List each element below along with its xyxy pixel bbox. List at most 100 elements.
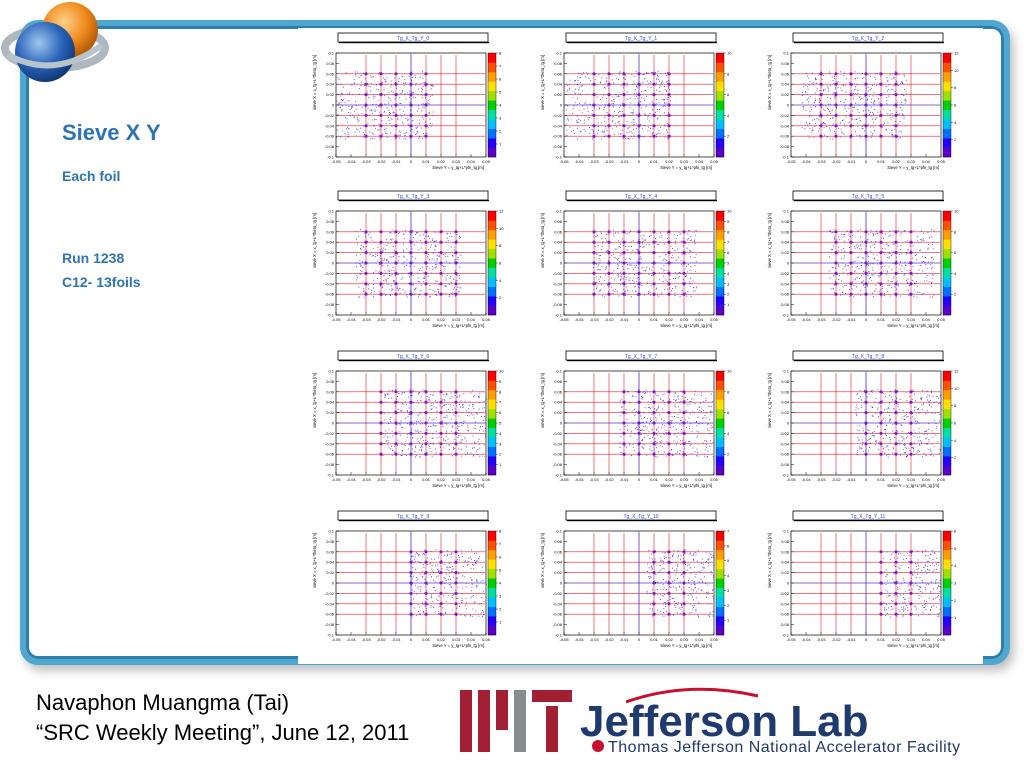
sieve-hole-cluster [454,581,458,585]
sieve-hole-cluster [652,400,656,404]
y-tick-label: -0.1 [782,473,790,478]
z-tick-label: 2 [954,292,957,297]
y-tick-label: -0.06 [780,134,790,139]
sieve-hole-cluster [682,240,686,244]
sieve-hole-cluster [834,103,838,107]
sieve-hole-cluster [394,93,398,97]
sieve-hole-cluster [424,591,428,595]
plot-title: Tg_X_Tg_Y_7 [625,354,657,360]
sieve-plot-svg: Tg_X_Tg_Y_4 0.1 0.08 0.06 0.04 0.02 0 -0.02 -0.0… [540,190,732,328]
zaxis-color-band [488,128,496,139]
jlab-full-name: Thomas Jefferson National Accelerator Fa… [608,739,961,756]
y-tick-label: 0.02 [781,250,790,255]
sieve-hole-cluster [879,124,883,128]
sieve-hole-cluster [364,292,368,296]
sieve-hole-cluster [454,571,458,575]
sieve-hole-cluster [637,411,641,415]
z-tick-label: 1 [954,615,957,620]
zaxis-color-band [716,578,724,589]
sieve-hole-cluster [394,113,398,117]
y-tick-label: 0.1 [556,209,562,214]
x-tick-label: -0.02 [604,637,614,642]
zaxis-color-band [488,549,496,560]
sieve-hole-cluster [592,124,596,128]
z-tick-label: 12 [499,209,504,214]
y-tick-label: -0.06 [780,452,790,457]
sieve-plot-panel: Tg_X_Tg_Y_8 0.1 0.08 0.06 0.04 0.02 0 -0.02 -0.0… [753,346,981,504]
sieve-hole-cluster [622,442,626,446]
x-tick-label: 0 [638,477,641,482]
sieve-hole-cluster [667,72,671,76]
sieve-hole-cluster [909,400,913,404]
sieve-hole-cluster [909,240,913,244]
sieve-hole-cluster [394,421,398,425]
y-tick-label: 0.06 [326,549,335,554]
sieve-hole-cluster [652,390,656,394]
y-tick-label: -0.04 [553,601,563,606]
sieve-hole-cluster [394,411,398,415]
x-tick-label: -0.05 [331,159,341,164]
scatter-points [646,549,715,618]
x-tick-label: 0 [638,317,641,322]
sieve-hole-cluster [667,550,671,554]
sieve-hole-cluster [364,103,368,107]
sieve-hole-cluster [424,421,428,425]
x-tick-label: 0.04 [467,159,476,164]
sieve-hole-cluster [439,421,443,425]
z-tick-label: 1 [499,142,502,147]
sieve-hole-cluster [637,240,641,244]
sieve-hole-cluster [409,282,413,286]
sieve-hole-cluster [394,292,398,296]
x-axis-label: Sieve Y = y_tg+L*phi_tg [m] [887,165,939,170]
sieve-hole-cluster [454,251,458,255]
sieve-hole-cluster [622,134,626,138]
sieve-hole-cluster [409,452,413,456]
sieve-hole-cluster [637,390,641,394]
sieve-hole-cluster [667,271,671,275]
sieve-plot-svg: Tg_X_Tg_Y_11 0.1 0.08 0.06 0.04 0.02 0 -0.02 -0.… [767,510,957,648]
sieve-hole-cluster [894,591,898,595]
z-tick-label: 3 [727,588,730,593]
zaxis-color-band [716,587,724,598]
sieve-hole-cluster [652,602,656,606]
sieve-hole-cluster [879,421,883,425]
x-tick-label: 0.03 [680,159,689,164]
sieve-hole-cluster [894,431,898,435]
sieve-hole-cluster [682,581,686,585]
sieve-hole-cluster [622,82,626,86]
sieve-hole-cluster [652,271,656,275]
y-tick-label: -0.1 [327,473,335,478]
zaxis-color-band [943,71,951,82]
sieve-hole-cluster [909,230,913,234]
sieve-hole-cluster [879,261,883,265]
sieve-hole-cluster [424,103,428,107]
y-tick-label: 0.08 [326,539,335,544]
sieve-hole-cluster [424,571,428,575]
zaxis-color-band [943,446,951,457]
scatter-points [801,71,908,140]
z-tick-label: 2 [499,452,502,457]
y-tick-label: 0.1 [328,209,334,214]
z-tick-label: 2 [954,137,957,142]
sieve-hole-cluster [682,390,686,394]
x-tick-label: 0 [865,159,868,164]
y-axis-label: sieve X = x_tg+L*theta_tg [m] [312,213,317,268]
sieve-hole-cluster [439,442,443,446]
sieve-hole-cluster [834,240,838,244]
y-tick-label: 0.06 [326,71,335,76]
z-tick-label: 10 [954,209,959,214]
sieve-hole-cluster [667,251,671,255]
sieve-hole-cluster [379,292,383,296]
sieve-hole-cluster [894,602,898,606]
y-tick-label: 0.08 [781,219,790,224]
sieve-hole-cluster [409,292,413,296]
y-tick-label: -0.04 [780,123,790,128]
zaxis-color-band [488,229,496,240]
x-tick-label: 0 [638,637,641,642]
sieve-hole-cluster [394,240,398,244]
sieve-hole-cluster [864,390,868,394]
z-tick-label: 8 [954,229,957,234]
z-tick-label: 10 [954,386,959,391]
x-tick-label: 0.03 [907,477,916,482]
zaxis-color-band [716,389,724,400]
